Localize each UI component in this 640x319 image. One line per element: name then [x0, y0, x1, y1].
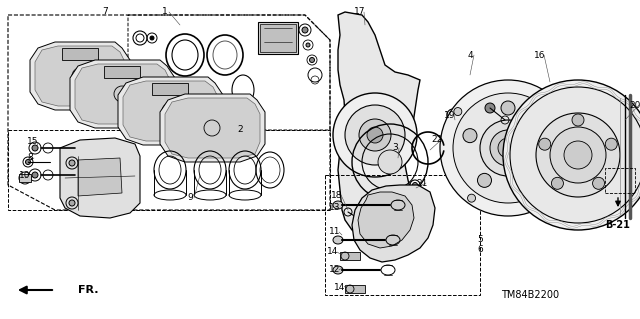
Polygon shape	[152, 83, 188, 95]
Text: 10: 10	[19, 170, 31, 180]
Text: 20: 20	[629, 100, 640, 109]
Circle shape	[32, 145, 38, 151]
Circle shape	[525, 173, 538, 187]
Text: 17: 17	[355, 8, 365, 17]
Polygon shape	[104, 66, 140, 78]
Text: 18: 18	[332, 190, 343, 199]
Circle shape	[536, 113, 620, 197]
Circle shape	[572, 114, 584, 126]
Circle shape	[413, 182, 417, 188]
Circle shape	[355, 215, 361, 221]
Circle shape	[379, 215, 385, 221]
Circle shape	[345, 105, 405, 165]
Ellipse shape	[333, 201, 343, 209]
Circle shape	[359, 119, 391, 151]
Circle shape	[477, 173, 492, 187]
Circle shape	[501, 101, 515, 115]
Circle shape	[485, 103, 495, 113]
Text: 5: 5	[477, 235, 483, 244]
Polygon shape	[70, 60, 175, 128]
Circle shape	[463, 129, 477, 143]
Circle shape	[539, 138, 550, 150]
Circle shape	[440, 80, 576, 216]
Circle shape	[550, 127, 606, 183]
Text: TM84B2200: TM84B2200	[501, 290, 559, 300]
Circle shape	[554, 181, 562, 189]
Polygon shape	[60, 138, 140, 218]
Text: 2: 2	[237, 125, 243, 135]
Bar	[345, 285, 365, 293]
Polygon shape	[160, 94, 265, 162]
Circle shape	[333, 93, 417, 177]
Polygon shape	[352, 185, 435, 262]
Circle shape	[468, 194, 476, 202]
Circle shape	[540, 94, 548, 102]
Polygon shape	[118, 77, 223, 145]
Text: 9: 9	[187, 194, 193, 203]
Text: 15: 15	[28, 137, 39, 146]
Text: 8: 8	[27, 153, 33, 162]
Circle shape	[539, 129, 553, 143]
Circle shape	[310, 57, 314, 63]
Polygon shape	[123, 81, 218, 141]
Circle shape	[302, 27, 308, 33]
Text: 7: 7	[102, 8, 108, 17]
Text: 13: 13	[329, 204, 340, 212]
Text: 12: 12	[330, 265, 340, 275]
Circle shape	[367, 127, 383, 143]
Circle shape	[503, 80, 640, 230]
Text: 22: 22	[431, 136, 443, 145]
Circle shape	[605, 138, 618, 150]
Ellipse shape	[333, 236, 343, 244]
Text: 14: 14	[327, 248, 339, 256]
Text: 14: 14	[334, 283, 346, 292]
Text: 6: 6	[477, 246, 483, 255]
Circle shape	[32, 172, 38, 178]
Bar	[19, 174, 31, 182]
Polygon shape	[75, 64, 170, 124]
Circle shape	[378, 150, 402, 174]
Text: 19: 19	[444, 110, 456, 120]
Circle shape	[367, 215, 373, 221]
Circle shape	[490, 130, 526, 166]
Text: 3: 3	[392, 144, 398, 152]
Text: B-21: B-21	[605, 220, 630, 230]
Polygon shape	[78, 158, 122, 196]
Circle shape	[564, 141, 592, 169]
Text: 16: 16	[534, 50, 546, 60]
Circle shape	[498, 138, 518, 158]
Circle shape	[453, 93, 563, 203]
Circle shape	[26, 160, 31, 165]
Polygon shape	[30, 42, 130, 110]
Circle shape	[69, 160, 75, 166]
Text: 21: 21	[416, 179, 428, 188]
Bar	[340, 252, 360, 260]
Circle shape	[480, 120, 536, 176]
Circle shape	[450, 112, 456, 118]
Circle shape	[552, 177, 563, 189]
Polygon shape	[358, 192, 414, 248]
Circle shape	[69, 200, 75, 206]
Polygon shape	[338, 12, 420, 242]
Text: 4: 4	[467, 50, 473, 60]
Bar	[260, 24, 296, 52]
Circle shape	[593, 177, 605, 189]
Text: FR.: FR.	[78, 285, 99, 295]
Polygon shape	[165, 98, 260, 158]
Polygon shape	[35, 46, 125, 106]
Circle shape	[150, 36, 154, 40]
Text: 1: 1	[162, 8, 168, 17]
Text: 11: 11	[329, 227, 340, 236]
Bar	[605, 168, 635, 193]
Ellipse shape	[333, 266, 343, 274]
Circle shape	[454, 108, 462, 115]
Circle shape	[306, 43, 310, 47]
Bar	[258, 22, 298, 54]
Circle shape	[510, 87, 640, 223]
Polygon shape	[62, 48, 98, 60]
